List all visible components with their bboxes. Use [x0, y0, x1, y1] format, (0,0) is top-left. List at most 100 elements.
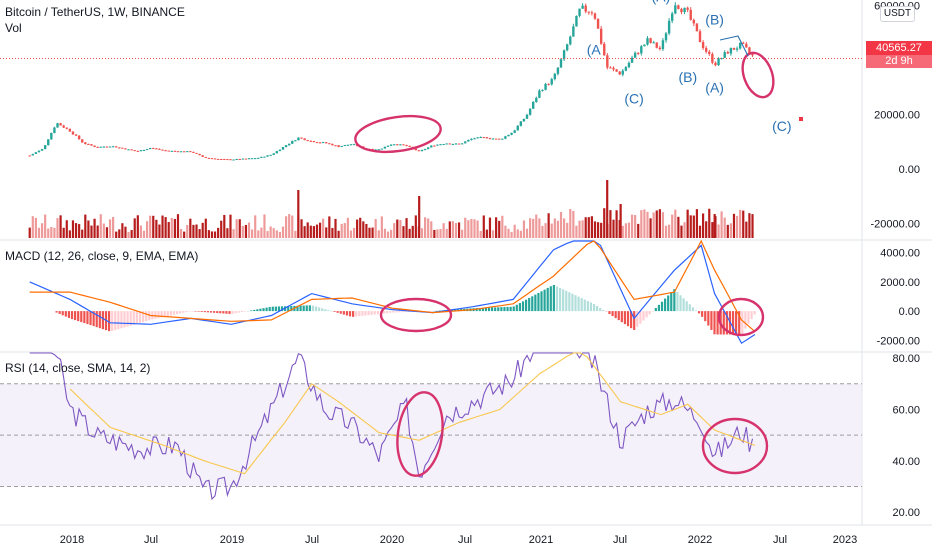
volume-bar — [108, 219, 112, 238]
volume-bar — [377, 230, 380, 238]
candle-body — [652, 42, 655, 44]
volume-bar — [411, 225, 414, 238]
rsi-line — [29, 352, 754, 501]
candle-body — [96, 146, 99, 148]
candle-body — [467, 140, 470, 142]
candle-body — [479, 137, 482, 139]
candle-body — [667, 20, 671, 34]
macd-histogram-bar — [487, 307, 491, 312]
currency-badge[interactable]: USDT — [880, 6, 915, 22]
volume-bar — [711, 222, 714, 238]
macd-histogram-bar — [138, 311, 142, 323]
time-tick-label: 2020 — [380, 534, 404, 546]
candle-body — [59, 123, 62, 126]
candle-body — [393, 144, 396, 146]
candle-body — [643, 44, 646, 47]
macd-histogram-bar — [438, 310, 441, 312]
volume-bar — [288, 214, 291, 238]
volume-bar — [612, 219, 615, 238]
macd-histogram-bar — [70, 311, 74, 320]
candle-body — [77, 135, 81, 140]
volume-bar — [115, 231, 118, 238]
volume-bar — [600, 222, 603, 238]
macd-histogram-bar — [219, 311, 222, 314]
macd-histogram-bar — [253, 309, 256, 312]
candle-body — [99, 146, 102, 148]
volume-bar — [127, 231, 130, 238]
candle-body — [226, 159, 229, 161]
volume-bar — [420, 228, 424, 238]
volume-bar — [275, 230, 278, 238]
candle-body — [321, 142, 325, 144]
candle-body — [56, 123, 59, 128]
candle-body — [603, 43, 606, 56]
volume-bar — [544, 223, 547, 238]
macd-histogram-bar — [651, 311, 654, 312]
candle-body — [303, 138, 306, 141]
candle-body — [550, 79, 553, 85]
macd-histogram-bar — [305, 305, 308, 312]
volume-bar — [603, 208, 606, 238]
candle-body — [738, 42, 742, 49]
macd-histogram-bar — [191, 311, 194, 312]
candle-body — [312, 140, 316, 143]
macd-histogram-bar — [577, 296, 580, 312]
candle-body — [204, 156, 207, 158]
candle-body — [525, 114, 529, 119]
volume-bar — [368, 227, 371, 238]
volume-bar — [705, 221, 708, 238]
macd-histogram-bar — [608, 311, 611, 315]
candle-body — [396, 144, 399, 146]
candle-body — [433, 145, 436, 147]
macd-histogram-bar — [324, 309, 327, 312]
candle-body — [65, 127, 68, 129]
macd-histogram-bar — [697, 311, 701, 314]
candle-body — [683, 7, 686, 13]
volume-bar — [402, 226, 405, 238]
volume-bar — [173, 219, 176, 238]
candle-body — [87, 144, 90, 146]
volume-bar — [713, 214, 716, 238]
candle-body — [328, 143, 331, 145]
candle-body — [216, 158, 220, 160]
macd-histogram-bar — [583, 299, 586, 312]
macd-histogram-bar — [107, 311, 111, 332]
volume-bar — [390, 229, 393, 238]
volume-bar — [56, 218, 59, 238]
macd-histogram-bar — [194, 311, 197, 312]
volume-bar — [522, 220, 526, 238]
macd-histogram-bar — [731, 311, 735, 335]
candle-body — [426, 147, 430, 150]
volume-bar — [220, 220, 223, 238]
macd-histogram-bar — [688, 304, 691, 312]
volume-bar — [556, 220, 560, 238]
volume-bar — [504, 225, 507, 238]
macd-histogram-bar — [361, 311, 364, 316]
time-axis: 2018 Jul 2019 Jul 2020 Jul 2021 Jul 2022 Jul 2023 — [60, 534, 857, 546]
volume-bar — [720, 211, 723, 238]
candle-body — [507, 134, 510, 137]
macd-histogram-bar — [682, 298, 685, 312]
candle-body — [513, 130, 516, 133]
volume-bar — [575, 225, 578, 238]
volume-bar — [266, 231, 269, 238]
volume-bar — [436, 229, 439, 238]
volume-bar — [646, 211, 649, 238]
macd-histogram-bar — [741, 311, 744, 334]
macd-histogram-bar — [74, 311, 77, 321]
volume-bar — [501, 215, 504, 238]
volume-bar — [695, 209, 699, 238]
macd-histogram-bar — [478, 307, 481, 312]
macd-histogram-bar — [645, 311, 648, 318]
volume-bar — [309, 225, 312, 238]
candle-body — [127, 149, 130, 151]
volume-bar — [569, 209, 572, 238]
macd-histogram-bar — [571, 293, 574, 312]
macd-histogram-bar — [89, 311, 92, 326]
macd-histogram-bar — [342, 311, 345, 315]
macd-histogram-bar — [491, 307, 494, 312]
macd-histogram-bar — [126, 311, 129, 327]
candle-body — [346, 144, 350, 146]
macd-histogram-bar — [694, 310, 698, 312]
